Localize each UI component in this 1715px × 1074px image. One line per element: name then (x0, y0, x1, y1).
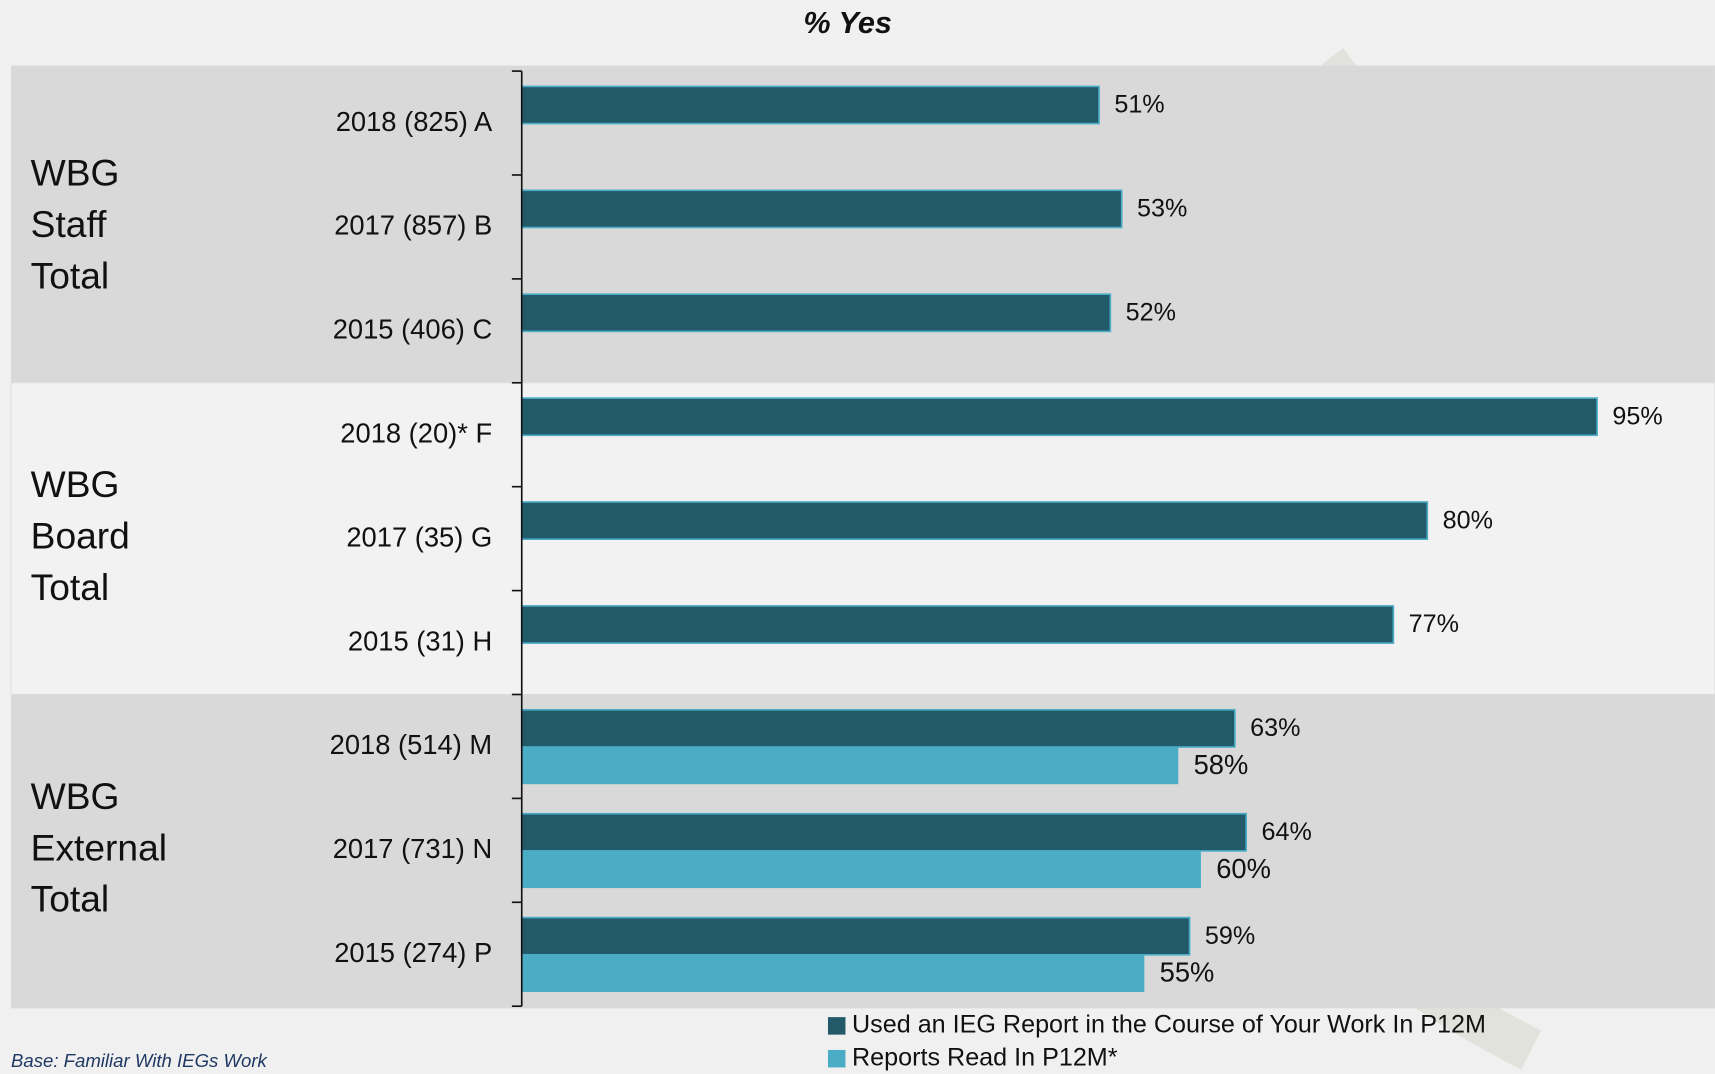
bar (520, 605, 1395, 644)
value-label: 77% (1409, 610, 1459, 638)
y-tick-label: 2017 (731) N (333, 833, 493, 864)
chart-title: % Yes (803, 6, 892, 40)
value-label: 53% (1137, 195, 1187, 223)
bar (520, 812, 1248, 852)
value-label: 64% (1262, 818, 1312, 846)
value-label: 59% (1205, 922, 1255, 950)
bar (521, 954, 1145, 992)
bar (520, 916, 1191, 956)
bar (520, 293, 1112, 333)
value-label: 60% (1216, 853, 1271, 884)
value-label: 58% (1194, 749, 1249, 780)
bar (520, 708, 1236, 748)
footnote: Base: Familiar With IEGs Work (11, 1050, 269, 1071)
y-tick-label: 2015 (274) P (334, 937, 492, 968)
y-tick-label: 2018 (20)* F (340, 418, 492, 449)
group-label: WBG Board Total (31, 463, 130, 608)
group-label: WBG External Total (31, 775, 167, 920)
legend-swatch (827, 1049, 846, 1068)
y-tick-label: 2015 (31) H (348, 625, 492, 656)
legend-swatch (827, 1017, 846, 1035)
bar (520, 189, 1123, 229)
value-label: 52% (1126, 299, 1176, 327)
legend-label: Used an IEG Report in the Course of Your… (852, 1011, 1486, 1039)
y-tick-label: 2017 (857) B (334, 210, 492, 241)
bar (520, 397, 1598, 437)
value-label: 63% (1250, 714, 1300, 742)
value-label: 80% (1443, 506, 1493, 534)
bar (521, 746, 1179, 785)
y-tick-label: 2018 (825) A (336, 106, 493, 137)
value-label: 51% (1114, 91, 1164, 119)
group-label: WBG Staff Total (31, 151, 120, 296)
bar (521, 850, 1201, 889)
value-label: 55% (1160, 957, 1215, 988)
bar (520, 501, 1429, 541)
legend-label: Reports Read In P12M* (852, 1043, 1118, 1071)
y-tick-label: 2015 (406) C (333, 314, 493, 345)
y-tick-label: 2018 (514) M (330, 729, 493, 760)
y-tick-label: 2017 (35) G (346, 521, 492, 552)
bar (520, 85, 1100, 125)
value-label: 95% (1612, 402, 1662, 430)
